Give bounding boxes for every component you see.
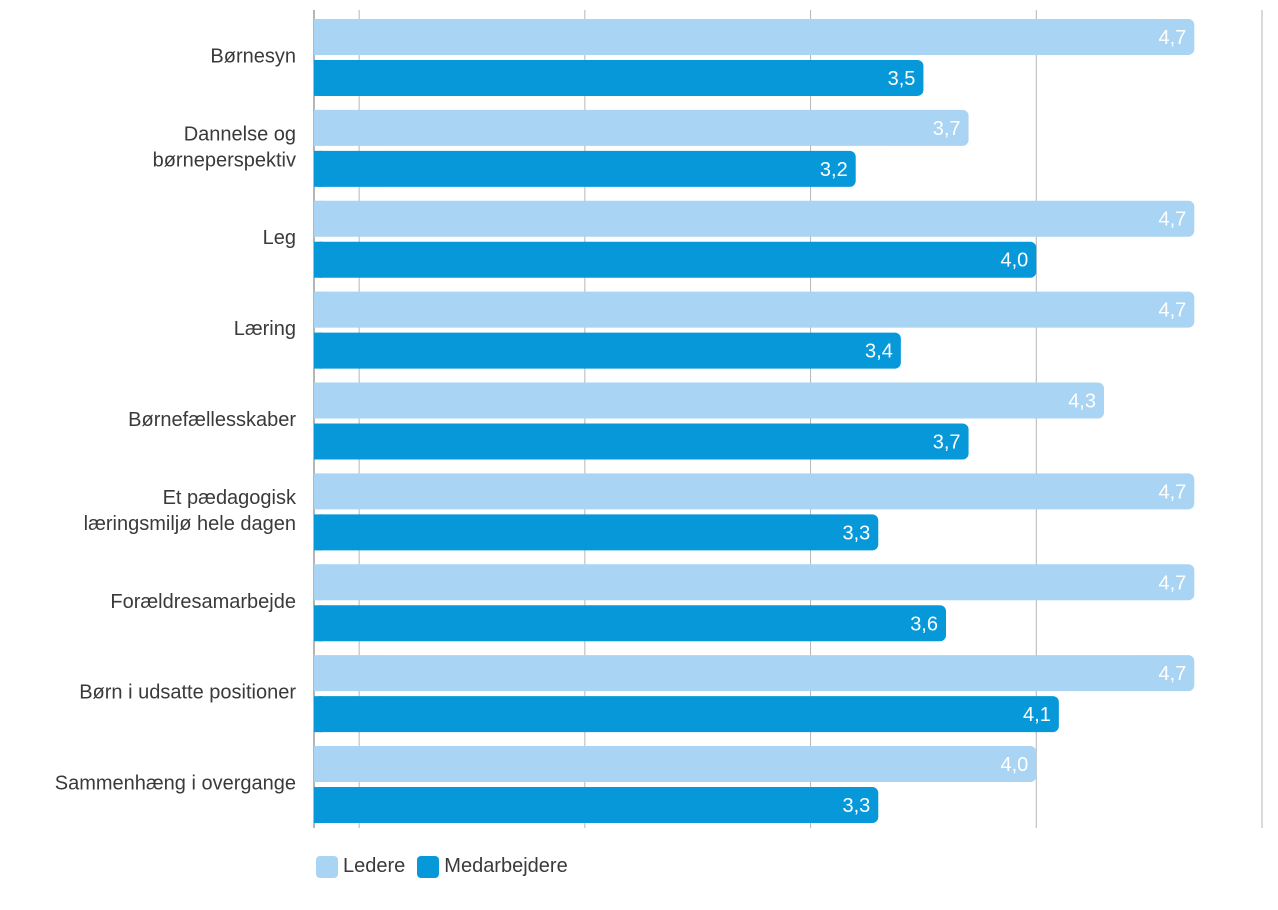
data-label-0-3: 4,7 [1158,300,1186,322]
category-label-5-line1: læringsmiljø hele dagen [84,513,296,535]
data-label-0-2: 4,7 [1158,209,1186,231]
bar-ledere-5 [314,473,1195,510]
category-label-1-line0: Dannelse og [184,123,296,145]
bar-base-1-6 [314,605,322,642]
data-label-0-0: 4,7 [1158,27,1186,49]
bar-base-1-5 [314,514,322,551]
bar-base-1-4 [314,423,322,460]
x-tick-label-1: 1 [354,847,365,850]
x-tick-label-4: 4 [1031,847,1042,850]
bar-base-0-2 [314,200,322,237]
bar-ledere-6 [314,564,1195,601]
data-label-0-6: 4,7 [1158,572,1186,594]
bar-base-0-0 [314,18,322,55]
bar-medarbejdere-2 [314,241,1037,278]
x-tick-label-5: 5 [1256,847,1267,850]
data-label-1-7: 4,1 [1023,704,1051,726]
bar-base-1-1 [314,150,322,187]
legend: Ledere Medarbejdere [316,855,572,878]
bar-chart: 4,7 3,5 3,7 3,2 4,7 4,0 4,7 3,4 4,3 3,7 4,7 3,3 4,7 3… [55,10,1268,850]
legend-label-ledere: Ledere [343,855,406,877]
category-label-5-line0: Et pædagogisk [163,487,297,509]
legend-label-medarbejdere: Medarbejdere [444,855,568,877]
bar-base-0-3 [314,291,322,328]
bar-base-1-8 [314,787,322,824]
category-label-6: Forældresamarbejde [110,591,296,613]
data-label-1-4: 3,7 [933,432,961,454]
category-label-1-line1: børneperspektiv [153,149,296,171]
data-label-1-6: 3,6 [910,613,938,635]
category-label-4: Børnefællesskaber [128,409,296,431]
bar-medarbejdere-0 [314,59,924,96]
data-label-0-5: 4,7 [1158,481,1186,503]
grid-lines [313,10,1263,828]
legend-item-ledere: Ledere [316,855,405,878]
data-label-1-1: 3,2 [820,159,848,181]
legend-swatch-ledere [316,855,338,878]
bar-base-1-3 [314,332,322,369]
bar-base-0-8 [314,746,322,783]
bars: 4,7 3,5 3,7 3,2 4,7 4,0 4,7 3,4 4,3 3,7 4,7 3,3 4,7 3… [314,18,1195,824]
bar-ledere-8 [314,746,1037,783]
bar-ledere-3 [314,291,1195,328]
data-label-1-5: 3,3 [842,522,870,544]
bar-medarbejdere-5 [314,514,879,551]
legend-swatch-medarbejdere [417,855,440,878]
bar-ledere-7 [314,655,1195,692]
data-label-0-8: 4,0 [1000,754,1028,776]
bar-ledere-4 [314,382,1104,419]
category-label-3: Læring [234,318,296,340]
data-label-0-4: 4,3 [1068,391,1096,413]
category-label-0: Børnesyn [210,45,296,67]
data-label-1-8: 3,3 [842,795,870,817]
data-label-0-7: 4,7 [1158,663,1186,685]
bar-medarbejdere-6 [314,605,946,642]
bar-base-0-1 [314,109,322,146]
bar-base-0-5 [314,473,322,510]
data-label-1-0: 3,5 [888,68,916,90]
category-label-7: Børn i udsatte positioner [79,682,296,704]
bar-base-1-0 [314,59,322,96]
bar-ledere-0 [314,18,1195,55]
category-labels: Børnesyn Dannelse og børneperspektiv Leg Lær… [55,45,297,794]
bar-base-0-4 [314,382,322,419]
bar-base-1-7 [314,696,322,733]
data-label-0-1: 3,7 [933,118,961,140]
bar-ledere-1 [314,109,969,146]
bar-base-0-6 [314,564,322,601]
data-label-1-2: 4,0 [1000,250,1028,272]
x-tick-label-3: 3 [805,847,816,850]
legend-item-medarbejdere: Medarbejdere [417,855,568,878]
x-axis-ticks: 1 2 3 4 5 [354,847,1268,850]
bar-ledere-2 [314,200,1195,237]
bar-medarbejdere-7 [314,696,1059,733]
bar-medarbejdere-1 [314,150,856,187]
category-label-8: Sammenhæng i overgange [55,773,296,795]
bar-medarbejdere-4 [314,423,969,460]
data-label-1-3: 3,4 [865,341,893,363]
bar-medarbejdere-8 [314,787,879,824]
category-label-2: Leg [263,227,296,249]
bar-base-0-7 [314,655,322,692]
bar-medarbejdere-3 [314,332,901,369]
x-tick-label-2: 2 [579,847,590,850]
bar-base-1-2 [314,241,322,278]
